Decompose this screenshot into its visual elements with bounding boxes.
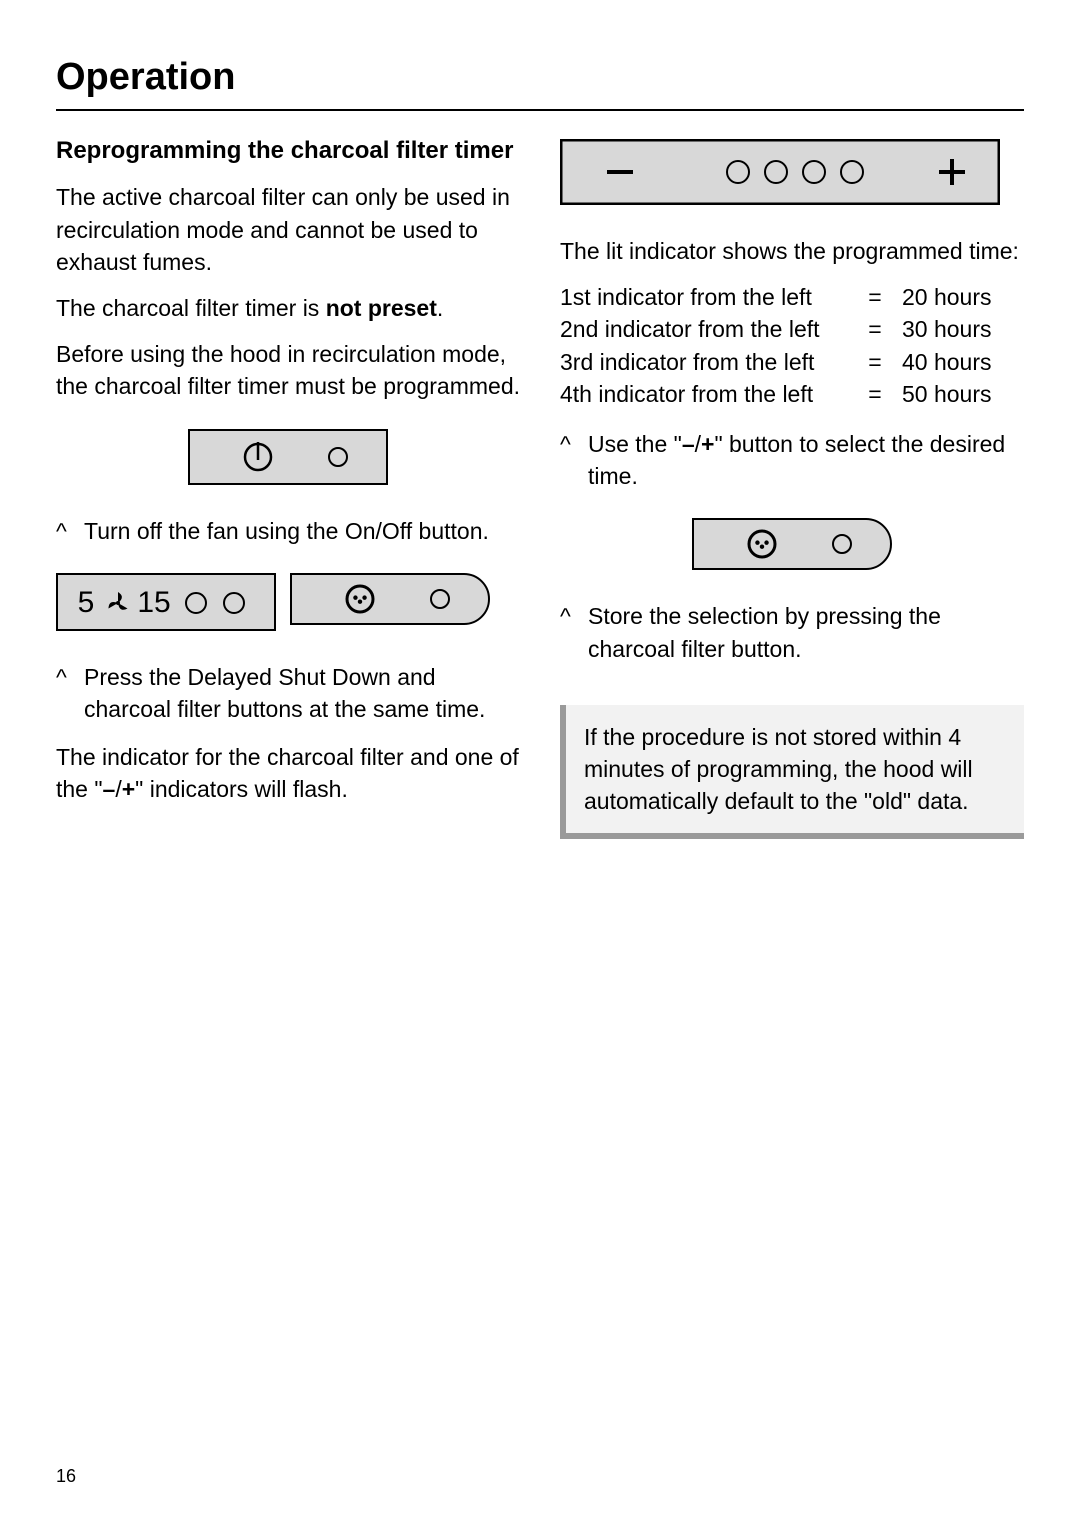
cell: 2nd indicator from the left [560,313,860,345]
text-bold: – [682,431,695,457]
table-row: 3rd indicator from the left = 40 hours [560,346,1024,378]
cell: = [860,281,890,313]
step: ^ Store the selection by pressing the ch… [560,600,1024,664]
page-title: Operation [56,56,1024,99]
diagram-delay-and-charcoal: 5 15 [56,573,520,631]
step: ^ Use the "–/+" button to select the des… [560,428,1024,492]
step-text: Press the Delayed Shut Down and charcoal… [84,661,520,725]
table-row: 2nd indicator from the left = 30 hours [560,313,1024,345]
caret-icon: ^ [56,661,74,725]
text: . [437,295,443,321]
paragraph: Before using the hood in recirculation m… [56,338,520,402]
cell: = [860,313,890,345]
cell: 50 hours [890,378,992,410]
page-number: 16 [56,1466,76,1487]
step-text: Store the selection by pressing the char… [588,600,1024,664]
paragraph: The indicator for the charcoal filter an… [56,741,520,805]
table-row: 4th indicator from the left = 50 hours [560,378,1024,410]
cell: 40 hours [890,346,992,378]
cell: 20 hours [890,281,992,313]
note-text: If the procedure is not stored within 4 … [584,724,973,814]
caret-icon: ^ [56,515,74,547]
cell: 30 hours [890,313,992,345]
caret-icon: ^ [560,428,578,492]
section-subheading: Reprogramming the charcoal filter timer [56,135,520,167]
left-column: Reprogramming the charcoal filter timer … [56,135,520,839]
diagram-plus-minus-panel [560,139,1024,205]
cell: = [860,346,890,378]
cell: 4th indicator from the left [560,378,860,410]
indicator-table: 1st indicator from the left = 20 hours 2… [560,281,1024,410]
text-bold: – [103,776,116,802]
paragraph: The charcoal filter timer is not preset. [56,292,520,324]
cell: 3rd indicator from the left [560,346,860,378]
right-column: The lit indicator shows the programmed t… [560,135,1024,839]
horizontal-rule [56,109,1024,111]
paragraph: The active charcoal filter can only be u… [56,181,520,278]
diagram-onoff-button [56,429,520,485]
step-text: Use the "–/+" button to select the desir… [588,428,1024,492]
text-bold: + [122,776,135,802]
diagram-charcoal-button [560,518,1024,570]
svg-text:15: 15 [137,586,170,619]
caret-icon: ^ [560,600,578,664]
table-row: 1st indicator from the left = 20 hours [560,281,1024,313]
cell: 1st indicator from the left [560,281,860,313]
step: ^ Press the Delayed Shut Down and charco… [56,661,520,725]
svg-text:5: 5 [78,586,95,619]
cell: = [860,378,890,410]
step-text: Turn off the fan using the On/Off button… [84,515,520,547]
text: Use the " [588,431,682,457]
text-bold: not preset [326,295,437,321]
paragraph: The lit indicator shows the programmed t… [560,235,1024,267]
text: " indicators will flash. [135,776,348,802]
step: ^ Turn off the fan using the On/Off butt… [56,515,520,547]
note-box: If the procedure is not stored within 4 … [560,705,1024,840]
text-bold: + [701,431,714,457]
text: The charcoal filter timer is [56,295,326,321]
